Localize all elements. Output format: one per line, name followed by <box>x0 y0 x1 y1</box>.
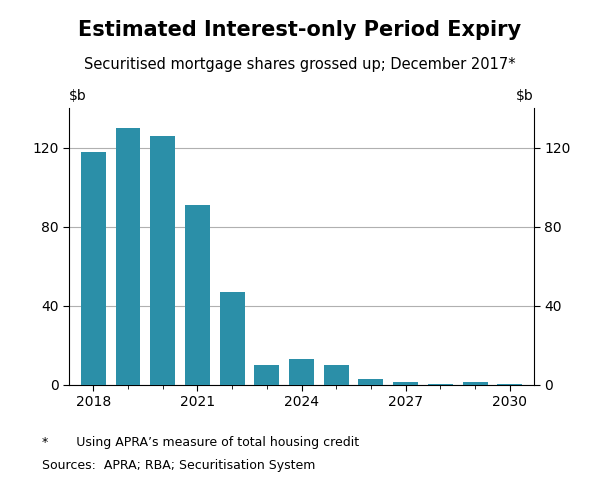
Bar <box>115 128 140 385</box>
Bar <box>150 136 175 385</box>
Bar <box>358 379 383 385</box>
Bar <box>393 382 418 385</box>
Bar <box>463 382 488 385</box>
Text: *       Using APRA’s measure of total housing credit: * Using APRA’s measure of total housing … <box>42 436 359 449</box>
Bar <box>497 384 522 385</box>
Text: $b: $b <box>516 89 534 103</box>
Bar <box>254 365 279 385</box>
Bar <box>289 359 314 385</box>
Bar <box>428 384 453 385</box>
Text: Estimated Interest-only Period Expiry: Estimated Interest-only Period Expiry <box>79 20 521 40</box>
Bar <box>185 205 210 385</box>
Text: Sources:  APRA; RBA; Securitisation System: Sources: APRA; RBA; Securitisation Syste… <box>42 459 316 472</box>
Bar <box>220 292 245 385</box>
Text: Securitised mortgage shares grossed up; December 2017*: Securitised mortgage shares grossed up; … <box>84 57 516 71</box>
Bar <box>81 152 106 385</box>
Bar <box>324 365 349 385</box>
Text: $b: $b <box>69 89 87 103</box>
